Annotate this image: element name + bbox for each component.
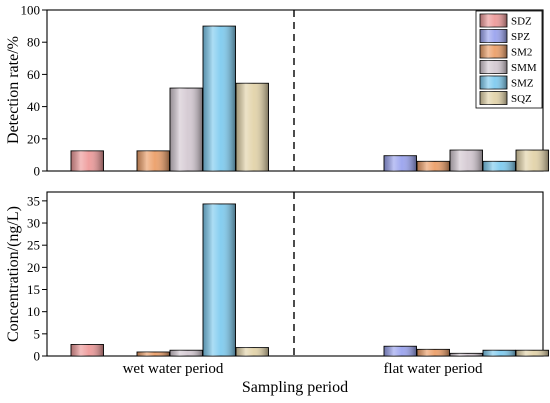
detection-rate-y-axis-title: Detection rate/% xyxy=(5,36,22,144)
y-tick-label: 0 xyxy=(34,349,41,364)
bar-sdz-wet-shading xyxy=(71,344,104,356)
y-tick-label: 15 xyxy=(27,282,40,297)
y-tick-label: 20 xyxy=(27,260,40,275)
bar-sm2-wet-shading xyxy=(137,150,170,171)
legend-swatch-shading xyxy=(480,91,507,105)
y-tick-label: 30 xyxy=(27,216,40,231)
y-tick-label: 0 xyxy=(34,164,41,179)
bar-smz-wet-shading xyxy=(203,203,236,356)
bar-sm2-flat-shading xyxy=(417,161,450,171)
bar-sqz-wet-shading xyxy=(236,347,269,356)
concentration-y-ticks: 0 5 10 15 20 25 30 35 xyxy=(27,193,47,364)
legend-label-smz: SMZ xyxy=(511,78,534,90)
y-tick-label: 40 xyxy=(27,99,40,114)
legend-label-sm2: SM2 xyxy=(511,47,532,59)
y-tick-label: 80 xyxy=(27,35,40,50)
y-tick-label: 25 xyxy=(27,238,40,253)
category-label-flat: flat water period xyxy=(383,361,483,377)
concentration-panel: 0 5 10 15 20 25 30 35 Concentration/(ng/L) wet … xyxy=(5,191,549,396)
detection-rate-y-ticks: 0 20 40 60 80 100 xyxy=(21,3,47,179)
bar-smz-flat-shading xyxy=(483,161,516,171)
detection-rate-plot-frame xyxy=(46,9,544,172)
concentration-plot-frame xyxy=(46,191,544,357)
y-tick-label: 60 xyxy=(27,67,40,82)
x-axis-title: Sampling period xyxy=(242,379,348,396)
bar-sm2-flat-shading xyxy=(417,349,450,356)
bar-sqz-wet-shading xyxy=(236,83,269,171)
y-tick-label: 10 xyxy=(27,304,40,319)
legend-label-sqz: SQZ xyxy=(511,93,532,105)
bar-spz-flat-shading xyxy=(384,155,417,171)
legend-items: SDZ SPZ SM2 SMM SMZ SQZ xyxy=(479,13,537,105)
detection-rate-bars xyxy=(70,25,549,172)
bar-smm-flat-shading xyxy=(450,150,483,171)
legend: SDZ SPZ SM2 SMM SMZ SQZ xyxy=(475,10,543,109)
legend-swatch-shading xyxy=(480,45,507,58)
y-tick-label: 100 xyxy=(21,3,41,18)
bar-spz-flat-shading xyxy=(384,346,417,356)
bar-sqz-flat-shading xyxy=(516,350,549,356)
bar-smm-flat-shading xyxy=(450,353,483,356)
legend-label-spz: SPZ xyxy=(511,31,530,43)
legend-swatch-shading xyxy=(480,29,507,43)
legend-swatch-shading xyxy=(480,60,507,74)
bar-sqz-flat-shading xyxy=(516,150,549,171)
concentration-y-axis-title: Concentration/(ng/L) xyxy=(5,206,22,342)
bar-smm-wet-shading xyxy=(170,350,203,356)
legend-swatch-shading xyxy=(480,76,507,89)
bar-smz-wet-shading xyxy=(203,26,236,171)
legend-swatch-shading xyxy=(480,14,507,27)
concentration-bars xyxy=(70,203,549,357)
y-tick-label: 35 xyxy=(27,193,40,208)
y-tick-label: 20 xyxy=(27,131,40,146)
category-label-wet: wet water period xyxy=(123,361,224,377)
bar-sdz-wet-shading xyxy=(71,150,104,171)
bar-sm2-wet-shading xyxy=(137,352,170,356)
legend-label-smm: SMM xyxy=(511,62,537,74)
bar-smm-wet-shading xyxy=(170,88,203,171)
bar-smz-flat-shading xyxy=(483,350,516,356)
y-tick-label: 5 xyxy=(34,326,41,341)
legend-label-sdz: SDZ xyxy=(511,16,532,28)
